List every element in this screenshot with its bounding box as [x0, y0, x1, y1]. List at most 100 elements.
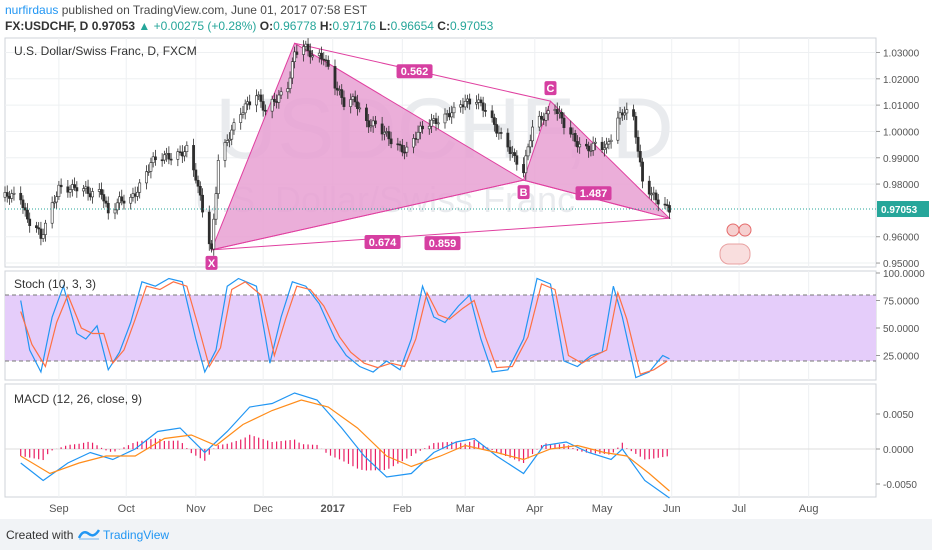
created-with-label: Created with	[6, 528, 74, 542]
candle-body	[259, 94, 263, 102]
candle-body	[73, 184, 76, 188]
candle	[340, 84, 344, 105]
candle-body	[19, 192, 23, 201]
candle-body	[113, 209, 117, 214]
candle	[91, 187, 94, 204]
symbol-label: FX:USDCHF, D	[5, 19, 89, 33]
candle-body	[333, 66, 337, 89]
candle-body	[340, 89, 344, 98]
candle	[450, 105, 454, 124]
candle-body	[620, 112, 624, 116]
candle-body	[542, 118, 546, 121]
candle-body	[632, 109, 635, 117]
candle-body	[569, 127, 573, 135]
x-tick-label: 2017	[321, 503, 345, 515]
candle-body	[508, 146, 512, 154]
candle-body	[293, 51, 296, 62]
candle	[145, 165, 148, 190]
candle-body	[180, 151, 184, 157]
candle-body	[385, 131, 389, 133]
candle-body	[104, 200, 108, 204]
candle-body	[443, 113, 447, 124]
candle-body	[322, 58, 326, 61]
tradingview-logo-icon[interactable]	[78, 526, 100, 542]
candle	[418, 121, 422, 140]
candle	[647, 175, 651, 199]
candle-body	[412, 138, 415, 148]
chart-area[interactable]: Sep Oct Nov Dec 2017 Feb Mar Apr May Jun Jul Aug 1.0…	[0, 36, 932, 519]
ratio-label-xd-box	[424, 236, 461, 251]
candle-body	[57, 184, 61, 197]
candle	[405, 141, 409, 157]
candle	[656, 193, 660, 212]
candle	[50, 196, 54, 229]
candle	[84, 181, 88, 194]
stoch-panel-title: Stoch (10, 3, 3)	[14, 277, 96, 291]
candle	[335, 81, 339, 96]
candle	[8, 190, 11, 205]
candle	[353, 90, 357, 107]
candle	[113, 203, 117, 220]
candle	[100, 182, 103, 200]
candle-body	[97, 189, 101, 192]
candle	[531, 119, 534, 148]
stoch-y-tick-label: 100.0000	[883, 269, 925, 280]
stoch-y-tick-label: 50.0000	[883, 324, 920, 335]
candle	[59, 178, 63, 194]
candle	[10, 189, 14, 203]
candle	[605, 137, 609, 154]
candle-body	[207, 211, 211, 245]
macd-y-tick-label: -0.0050	[883, 480, 917, 491]
candle-body	[555, 109, 559, 114]
candle-body	[571, 133, 575, 135]
candle	[380, 116, 384, 141]
candle-body	[304, 43, 308, 47]
candle-body	[553, 109, 557, 111]
candle-body	[295, 51, 299, 55]
candle	[506, 128, 510, 152]
ratio-label-ab-c: 0.562	[401, 66, 429, 78]
stoch-band	[5, 295, 876, 361]
candle-body	[562, 117, 566, 128]
candle	[37, 222, 41, 235]
stoch-k-line	[20, 277, 670, 379]
low-value: 0.96654	[390, 19, 434, 33]
candle-body	[602, 147, 606, 150]
candle-body	[358, 107, 362, 110]
candle-body	[589, 150, 593, 152]
candle	[41, 228, 45, 243]
candle-body	[591, 142, 595, 151]
x-tick-label: Apr	[526, 503, 543, 515]
candle	[185, 141, 189, 158]
candle-body	[246, 101, 249, 105]
macd-panel-frame	[4, 383, 877, 498]
author-link[interactable]: nurfirdaus	[5, 3, 59, 17]
candle-body	[483, 110, 487, 112]
candle	[560, 108, 564, 124]
candle	[481, 96, 485, 118]
candle	[600, 137, 604, 153]
ratio-label-xb: 0.674	[369, 237, 397, 249]
candle-body	[210, 243, 213, 250]
candle	[228, 132, 231, 148]
candle-body	[506, 132, 510, 148]
candle	[214, 186, 218, 225]
candle-body	[638, 151, 642, 163]
candle	[475, 95, 478, 110]
candle	[342, 90, 346, 111]
candle	[192, 138, 195, 177]
candle-body	[176, 151, 180, 160]
candle	[55, 191, 59, 209]
candle-body	[169, 158, 173, 161]
candle-body	[100, 189, 103, 195]
tradingview-link[interactable]: TradingView	[103, 528, 170, 542]
event-calendar-icon	[719, 243, 751, 265]
candle	[133, 186, 137, 204]
candle	[367, 114, 371, 133]
candle-body	[430, 119, 433, 127]
candle-body	[23, 207, 27, 211]
y-tick-label: 0.98000	[883, 180, 920, 191]
candle-body	[403, 151, 406, 154]
candle	[593, 137, 597, 151]
candle	[225, 134, 229, 147]
